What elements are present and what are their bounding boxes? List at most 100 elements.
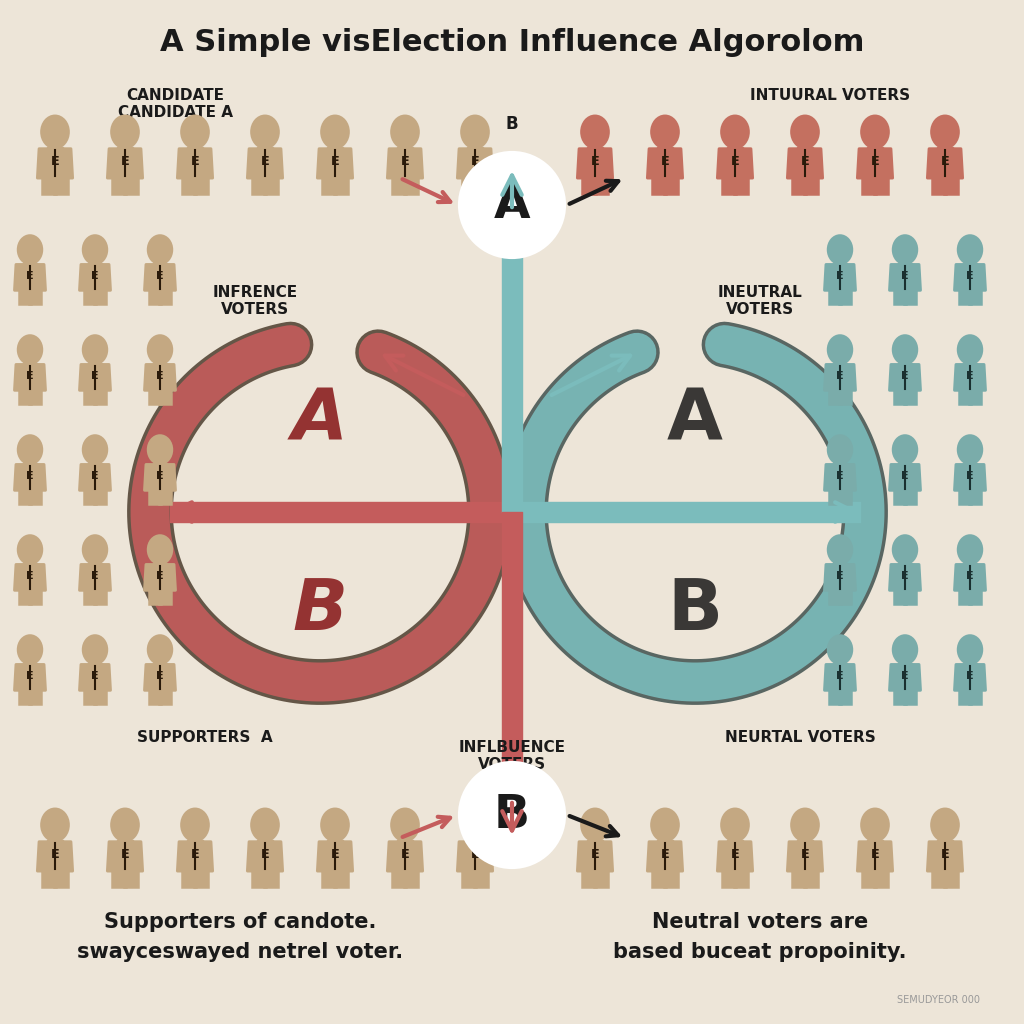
- Ellipse shape: [462, 809, 488, 841]
- Text: E: E: [901, 271, 909, 282]
- Polygon shape: [958, 390, 971, 404]
- Ellipse shape: [181, 809, 209, 841]
- Ellipse shape: [835, 546, 846, 554]
- Polygon shape: [84, 291, 95, 304]
- Text: Neutral voters are
based buceat propoinity.: Neutral voters are based buceat propoini…: [613, 912, 906, 962]
- Polygon shape: [970, 490, 981, 505]
- Text: E: E: [331, 849, 339, 861]
- Polygon shape: [14, 665, 45, 690]
- Ellipse shape: [729, 820, 741, 829]
- Polygon shape: [840, 590, 851, 604]
- Polygon shape: [144, 465, 175, 490]
- Ellipse shape: [900, 246, 910, 254]
- Polygon shape: [23, 263, 38, 264]
- Text: E: E: [331, 156, 339, 168]
- Polygon shape: [117, 147, 133, 148]
- Polygon shape: [80, 365, 111, 390]
- Polygon shape: [467, 147, 483, 148]
- Polygon shape: [148, 390, 161, 404]
- Text: E: E: [967, 671, 974, 681]
- Ellipse shape: [155, 345, 165, 354]
- Polygon shape: [88, 263, 102, 264]
- Ellipse shape: [112, 116, 138, 147]
- Polygon shape: [88, 463, 102, 465]
- Polygon shape: [387, 148, 423, 178]
- Polygon shape: [23, 463, 38, 465]
- Polygon shape: [898, 664, 912, 665]
- Ellipse shape: [861, 116, 889, 147]
- Ellipse shape: [399, 820, 411, 829]
- Text: E: E: [801, 156, 809, 168]
- Polygon shape: [144, 365, 175, 390]
- Polygon shape: [890, 264, 921, 291]
- Polygon shape: [797, 841, 813, 842]
- Text: E: E: [157, 571, 164, 581]
- Text: E: E: [731, 156, 739, 168]
- Text: E: E: [870, 849, 880, 861]
- Polygon shape: [153, 263, 167, 264]
- Text: E: E: [901, 671, 909, 681]
- Polygon shape: [463, 871, 476, 887]
- Polygon shape: [824, 264, 855, 291]
- Ellipse shape: [893, 435, 916, 464]
- Text: E: E: [471, 156, 479, 168]
- Ellipse shape: [18, 536, 42, 564]
- Polygon shape: [594, 871, 607, 887]
- Polygon shape: [898, 263, 912, 264]
- Polygon shape: [144, 564, 175, 590]
- Polygon shape: [824, 564, 855, 590]
- Ellipse shape: [42, 116, 69, 147]
- Polygon shape: [88, 664, 102, 665]
- Ellipse shape: [799, 820, 811, 829]
- Ellipse shape: [659, 127, 671, 136]
- Polygon shape: [857, 842, 893, 871]
- Polygon shape: [954, 465, 985, 490]
- Polygon shape: [833, 563, 848, 564]
- Ellipse shape: [391, 116, 419, 147]
- Polygon shape: [88, 364, 102, 365]
- Polygon shape: [264, 871, 278, 887]
- Polygon shape: [160, 490, 171, 505]
- Polygon shape: [898, 364, 912, 365]
- Polygon shape: [970, 690, 981, 705]
- Polygon shape: [160, 291, 171, 304]
- Text: E: E: [157, 371, 164, 381]
- Ellipse shape: [155, 246, 165, 254]
- Ellipse shape: [900, 445, 910, 454]
- Polygon shape: [18, 590, 31, 604]
- Ellipse shape: [148, 236, 172, 264]
- Ellipse shape: [958, 336, 982, 364]
- Polygon shape: [30, 390, 41, 404]
- Polygon shape: [88, 563, 102, 564]
- Polygon shape: [890, 564, 921, 590]
- Ellipse shape: [469, 127, 481, 136]
- Polygon shape: [14, 564, 45, 590]
- Text: B: B: [668, 575, 723, 644]
- Polygon shape: [264, 178, 278, 195]
- Polygon shape: [80, 264, 111, 291]
- Ellipse shape: [18, 435, 42, 464]
- Ellipse shape: [49, 820, 61, 829]
- Ellipse shape: [25, 345, 35, 354]
- Polygon shape: [387, 842, 423, 871]
- Text: E: E: [837, 671, 844, 681]
- Polygon shape: [323, 871, 336, 887]
- Polygon shape: [833, 364, 848, 365]
- Polygon shape: [148, 490, 161, 505]
- Polygon shape: [80, 564, 111, 590]
- Polygon shape: [904, 690, 916, 705]
- Polygon shape: [828, 690, 841, 705]
- Text: E: E: [870, 156, 880, 168]
- Text: E: E: [967, 571, 974, 581]
- Text: E: E: [731, 849, 739, 861]
- Polygon shape: [833, 463, 848, 465]
- Polygon shape: [656, 841, 674, 842]
- Text: E: E: [837, 571, 844, 581]
- Text: E: E: [157, 271, 164, 282]
- Ellipse shape: [189, 820, 201, 829]
- Polygon shape: [958, 690, 971, 705]
- Text: E: E: [967, 471, 974, 481]
- Polygon shape: [108, 148, 142, 178]
- Polygon shape: [866, 147, 884, 148]
- Polygon shape: [583, 871, 596, 887]
